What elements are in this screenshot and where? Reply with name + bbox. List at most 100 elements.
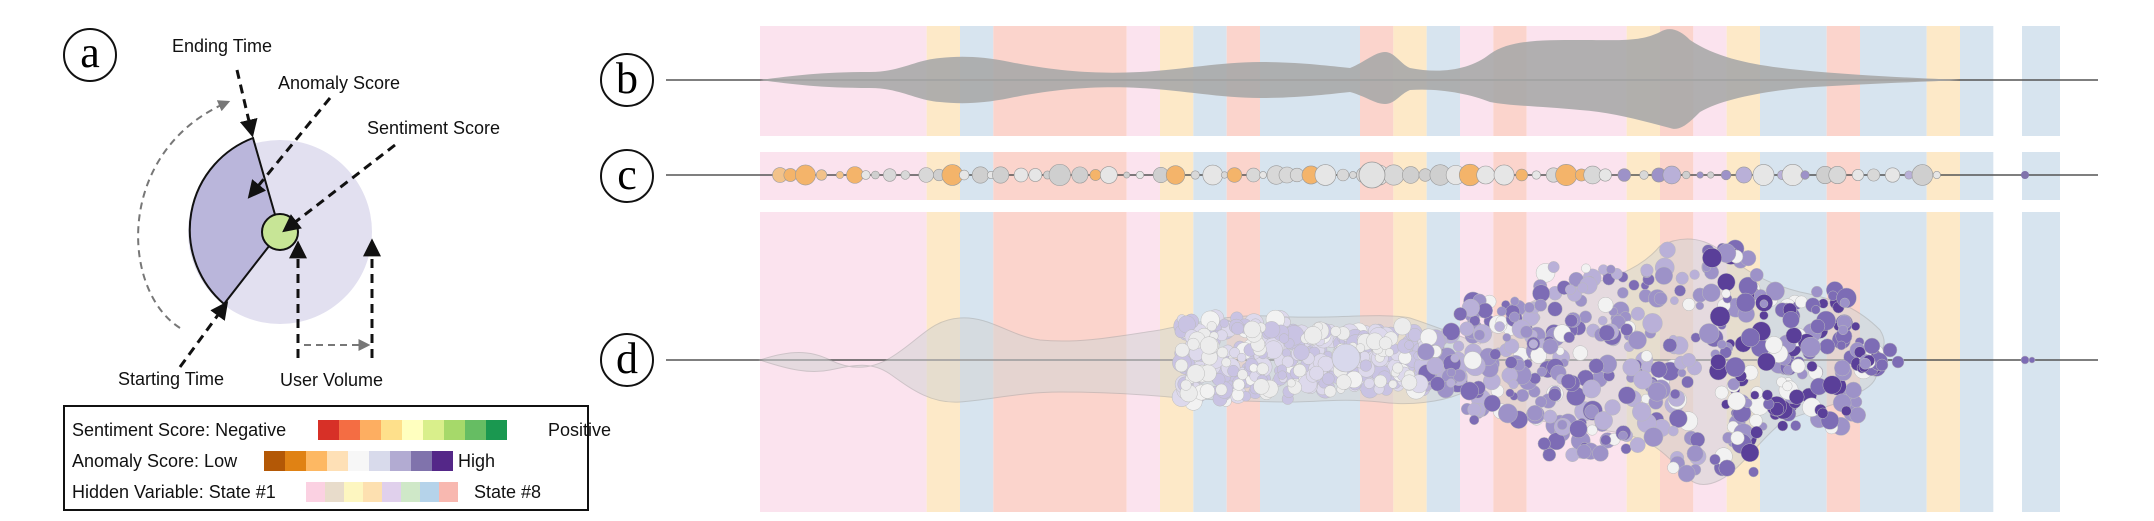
tweet-bubble	[1359, 359, 1372, 372]
legend-anomaly-swatches	[264, 451, 453, 471]
tweet-glyph	[815, 169, 828, 181]
tweet-bubble	[1851, 321, 1861, 331]
tweet-bubble	[1543, 409, 1558, 424]
tweet-bubble	[1520, 325, 1533, 339]
tweet-bubble	[1262, 321, 1281, 339]
tweet-bubble	[1750, 390, 1760, 400]
tweet-bubble	[1392, 362, 1404, 374]
panel-d-bubbles	[1171, 239, 2036, 483]
hidden-state-swatch	[306, 482, 325, 502]
tweet-bubble	[1667, 461, 1680, 474]
tweet-bubble	[1469, 414, 1480, 425]
tweet-glyph	[1735, 166, 1753, 184]
tweet-glyph	[1662, 165, 1682, 185]
tweet-bubble	[1822, 375, 1842, 395]
panel-b-volume-stream	[760, 29, 1960, 129]
tweet-bubble	[1788, 389, 1805, 405]
tweet-glyph	[1851, 169, 1864, 181]
tweet-bubble	[1547, 301, 1563, 317]
tweet-bubble	[1841, 405, 1852, 417]
tweet-bubble	[1597, 315, 1608, 326]
tweet-bubble	[1785, 327, 1803, 344]
tweet-bubble	[1740, 327, 1761, 348]
tweet-glyph	[1314, 164, 1337, 186]
tweet-bubble	[1324, 385, 1337, 398]
tweet-bubble	[1748, 466, 1759, 478]
tweet-bubble	[1467, 402, 1482, 417]
tweet-bubble	[1534, 298, 1548, 312]
tweet-bubble	[1721, 288, 1731, 299]
tweet-glyph	[1885, 167, 1901, 183]
tweet-glyph	[1800, 170, 1810, 180]
tweet-bubble	[1420, 328, 1438, 346]
tweet-bubble	[1718, 459, 1736, 477]
tweet-glyph	[1493, 164, 1515, 186]
tweet-bubble	[1849, 406, 1866, 424]
tweet-bubble	[1620, 443, 1632, 455]
tweet-bubble	[1782, 381, 1793, 392]
tweet-bubble	[1670, 296, 1679, 306]
tweet-bubble	[1206, 321, 1217, 332]
tweet-glyph	[1720, 169, 1732, 181]
tweet-bubble	[1502, 333, 1512, 342]
panel-d-label: d	[616, 334, 638, 383]
panel-a: a Ending Time Anomaly Score Sentiment Sc…	[63, 28, 500, 390]
tweet-bubble	[1563, 331, 1575, 344]
tweet-bubble	[1725, 357, 1746, 378]
tweet-glyph	[1682, 170, 1691, 180]
tweet-bubble	[1243, 320, 1261, 339]
tweet-glyph	[992, 166, 1010, 184]
tweet-bubble	[1560, 373, 1577, 390]
tweet-bubble	[1670, 388, 1681, 400]
tweet-bubble	[1740, 443, 1760, 463]
sentiment-swatch	[381, 420, 402, 440]
tweet-glyph	[1828, 166, 1847, 184]
tweet-glyph	[835, 171, 844, 179]
tweet-bubble	[1378, 336, 1393, 350]
tweet-bubble	[1882, 342, 1898, 358]
tweet-bubble	[1642, 313, 1663, 334]
anomaly-swatch	[348, 451, 369, 471]
tweet-bubble	[1659, 241, 1676, 259]
tweet-glyph	[1911, 164, 1934, 186]
tweet-bubble	[1695, 301, 1705, 311]
tweet-bubble	[1199, 383, 1216, 399]
sentiment-score-label: Sentiment Score	[367, 118, 500, 138]
tweet-bubble	[1453, 307, 1468, 321]
tweet-glyph	[2021, 171, 2029, 179]
tweet-bubble	[1620, 323, 1633, 336]
tweet-bubble	[1875, 358, 1889, 372]
tweet-bubble	[1542, 338, 1559, 355]
tweet-bubble	[1618, 386, 1636, 405]
glyph-sentiment-circle	[261, 213, 299, 251]
tweet-bubble	[1450, 353, 1460, 363]
tweet-glyph	[1639, 170, 1649, 180]
state-band	[1960, 152, 1994, 200]
tweet-glyph	[1100, 166, 1118, 184]
panel-d: d	[600, 238, 2098, 485]
tweet-glyph	[1476, 165, 1496, 185]
tweet-glyph	[971, 166, 989, 184]
tweet-bubble	[1682, 297, 1696, 311]
panel-b: b	[600, 29, 2098, 129]
tweet-glyph	[1358, 161, 1386, 189]
tweet-bubble	[1180, 379, 1192, 391]
tweet-glyph	[1598, 168, 1612, 182]
tweet-glyph	[1259, 171, 1267, 179]
tweet-bubble	[1401, 374, 1418, 391]
tweet-bubble	[1548, 388, 1562, 402]
tweet-bubble	[1853, 346, 1866, 358]
tweet-bubble	[1800, 336, 1821, 358]
hidden-state-swatch	[325, 482, 344, 502]
tweet-bubble	[1669, 409, 1688, 428]
tweet-bubble	[1761, 389, 1773, 401]
tweet-bubble	[1750, 425, 1763, 439]
tweet-bubble	[1186, 364, 1205, 383]
sentiment-swatch	[486, 420, 507, 440]
tweet-glyph	[1402, 166, 1420, 184]
hidden-state-swatch	[439, 482, 458, 502]
tweet-bubble	[1667, 425, 1679, 437]
tweet-bubble	[1588, 358, 1604, 374]
hidden-state-swatch	[382, 482, 401, 502]
tweet-bubble	[1494, 321, 1506, 332]
